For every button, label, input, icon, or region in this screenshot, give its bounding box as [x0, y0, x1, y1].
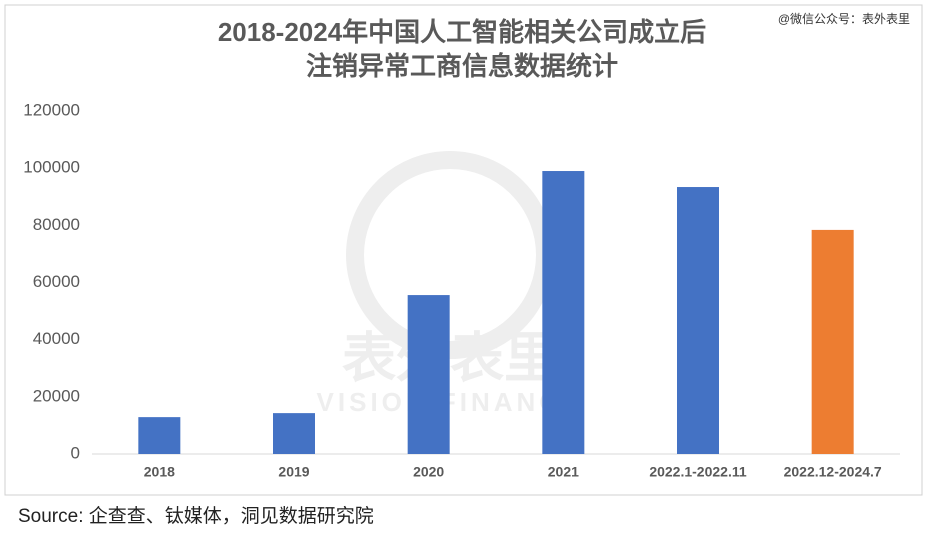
bar — [138, 417, 181, 454]
chart-frame — [4, 4, 923, 496]
x-tick-label: 2020 — [413, 464, 444, 480]
bar — [542, 171, 585, 454]
x-tick-label: 2021 — [548, 464, 579, 480]
chart-title: 注销异常工商信息数据统计 — [306, 51, 618, 81]
x-tick-label: 2018 — [144, 464, 175, 480]
y-tick-label: 100000 — [23, 158, 80, 177]
y-tick-label: 80000 — [33, 215, 80, 234]
y-tick-label: 0 — [71, 443, 80, 462]
bar — [677, 187, 719, 454]
x-tick-label: 2022.12-2024.7 — [784, 464, 882, 480]
source-note: Source: 企查查、钛媒体，洞见数据研究院 — [18, 505, 374, 527]
y-tick-label: 120000 — [23, 100, 80, 119]
y-tick-label: 20000 — [33, 386, 80, 405]
watermark-text: 表外表里 — [342, 328, 558, 388]
y-tick-label: 40000 — [33, 329, 80, 348]
x-tick-label: 2019 — [278, 464, 309, 480]
credit: @微信公众号：表外表里 — [778, 12, 910, 26]
x-tick-label: 2022.1-2022.11 — [649, 464, 747, 480]
bar — [811, 229, 854, 454]
chart-title: 2018-2024年中国人工智能相关公司成立后 — [218, 17, 706, 47]
bar — [273, 413, 315, 454]
y-tick-label: 60000 — [33, 272, 80, 291]
bar — [407, 295, 450, 454]
